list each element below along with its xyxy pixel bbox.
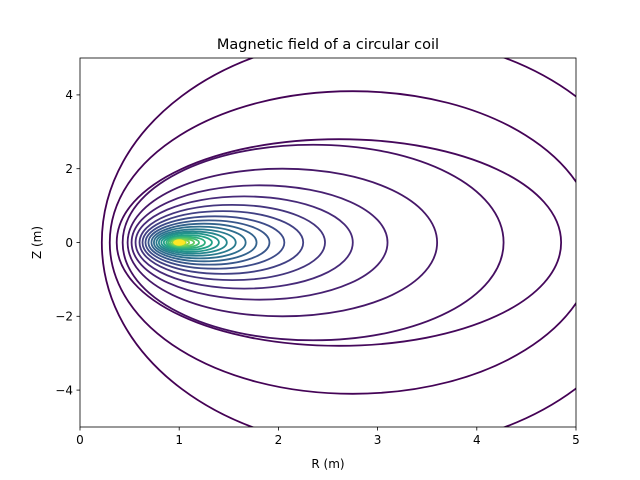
x-tick-label: 4 [473,433,481,447]
contour-line [153,225,247,260]
y-tick-label: 4 [65,88,73,102]
contour-line [138,203,326,282]
contour-line [155,228,237,257]
contour-line [150,222,258,263]
contour-line [162,234,213,251]
contour-line [144,215,286,270]
contour-lines [100,58,576,427]
contour-line [126,167,439,318]
x-tick-label: 5 [572,433,580,447]
y-tick-label: 2 [65,162,73,176]
contour-line [147,219,271,266]
contour-line [100,58,576,427]
coil-core-marker [173,239,186,246]
contour-line [167,236,200,249]
contour-line [157,230,228,255]
y-tick-label: 0 [65,236,73,250]
y-axis: −4 −2 0 2 4 [55,88,80,397]
y-axis-label: Z (m) [30,226,44,259]
contour-line [130,184,389,301]
contour-line [115,138,563,347]
contour-line [134,195,354,290]
y-tick-label: −2 [55,310,73,324]
x-tick-label: 0 [76,433,84,447]
x-tick-label: 1 [175,433,183,447]
x-tick-label: 3 [374,433,382,447]
contour-line [160,232,220,253]
x-axis: 0 1 2 3 4 5 [76,427,580,447]
x-axis-label: R (m) [311,457,344,471]
contour-line [165,235,206,250]
chart-title: Magnetic field of a circular coil [217,37,439,53]
x-tick-label: 2 [275,433,283,447]
contour-line [141,210,305,275]
contour-line [108,90,576,395]
y-tick-label: −4 [55,383,73,397]
contour-line [121,143,505,342]
